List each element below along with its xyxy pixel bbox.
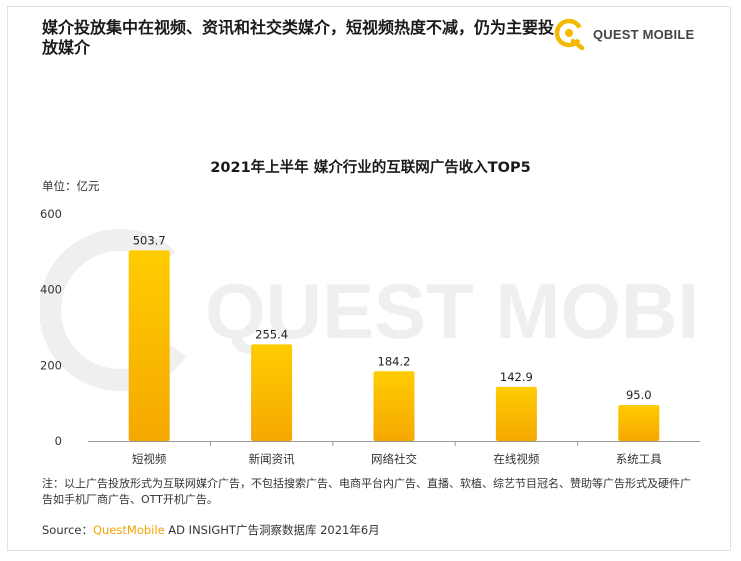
source-line: Source：QuestMobile AD INSIGHT广告洞察数据库 202… — [42, 522, 380, 538]
category-label: 在线视频 — [493, 452, 539, 466]
page-frame — [7, 6, 731, 551]
source-prefix: Source： — [42, 523, 93, 537]
unit-label: 单位：亿元 — [42, 179, 100, 193]
questmobile-logo-icon — [554, 18, 585, 51]
page-title: 媒介投放集中在视频、资讯和社交类媒介，短视频热度不减，仍为主要投放媒介 — [42, 18, 555, 57]
y-tick-label: 200 — [40, 358, 62, 372]
bar — [128, 250, 170, 441]
footnote: 注：以上广告投放形式为互联网媒介广告，不包括搜索广告、电商平台内广告、直播、软植… — [42, 477, 691, 506]
chart-title: 2021年上半年 媒介行业的互联网广告收入TOP5 — [210, 160, 531, 176]
bar-value-label: 95.0 — [626, 388, 652, 402]
bar — [251, 344, 293, 441]
category-label: 网络社交 — [371, 452, 417, 466]
bar-chart: 0 200 400 600 503.7 255.4 184.2 142.9 95.0 短视频 新… — [40, 207, 700, 466]
bar-value-label: 255.4 — [255, 327, 288, 341]
y-tick-label: 600 — [40, 207, 62, 221]
y-tick-label: 400 — [40, 283, 62, 297]
bar — [618, 405, 660, 441]
source-rest: AD INSIGHT广告洞察数据库 2021年6月 — [164, 523, 380, 537]
source-brand: QuestMobile — [93, 523, 165, 537]
category-label: 短视频 — [132, 452, 167, 466]
bar-value-label: 503.7 — [133, 233, 166, 247]
bar-value-label: 142.9 — [500, 370, 533, 384]
category-label: 系统工具 — [616, 452, 662, 466]
bar — [373, 371, 415, 441]
bar-value-label: 184.2 — [378, 354, 411, 368]
category-label: 新闻资讯 — [249, 452, 295, 466]
questmobile-logo: QUEST MOBILE — [553, 18, 695, 51]
y-tick-label: 0 — [55, 434, 62, 448]
bar — [495, 386, 537, 441]
logo-text: QUEST MOBILE — [593, 26, 695, 42]
